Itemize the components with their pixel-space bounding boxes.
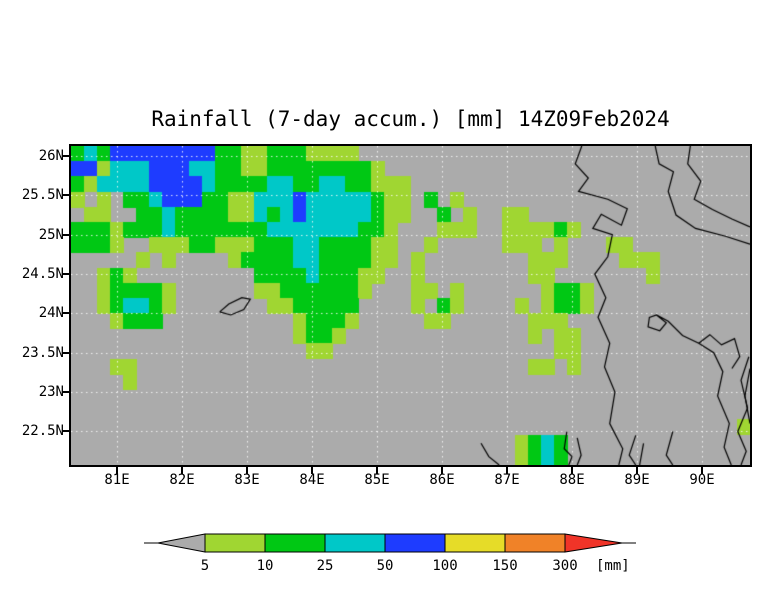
x-axis-tick — [376, 467, 379, 474]
colorbar-level-label: 10 — [257, 558, 274, 574]
y-axis-tick — [62, 430, 69, 433]
colorbar-level-label: 150 — [492, 558, 517, 574]
y-axis-tick-label: 26N — [38, 147, 64, 164]
x-axis-tick-label: 87E — [494, 472, 520, 488]
colorbar-left-arrow — [157, 533, 206, 553]
y-axis-tick — [62, 233, 69, 236]
colorbar-level-label: 300 — [552, 558, 577, 574]
x-axis-tick — [116, 467, 119, 474]
colorbar-level-label: 5 — [201, 558, 209, 574]
x-axis-tick-label: 86E — [429, 472, 455, 488]
x-axis-tick — [571, 467, 574, 474]
x-axis-tick-label: 84E — [299, 472, 325, 488]
y-axis-tick-label: 22.5N — [21, 423, 64, 440]
y-axis-tick-label: 23N — [38, 384, 64, 401]
colorbar-right-arrow — [564, 533, 623, 553]
x-axis-tick — [701, 467, 704, 474]
colorbar-level-label: 100 — [432, 558, 457, 574]
x-axis-tick — [506, 467, 509, 474]
colorbar-legend: 5 10 25 50 100 150 300 [mm] — [144, 533, 636, 574]
x-axis-tick-label: 90E — [689, 472, 715, 488]
y-axis-tick — [62, 273, 69, 276]
y-axis-tick — [62, 194, 69, 197]
colorbar-segment — [204, 533, 266, 553]
colorbar-level-label: 50 — [377, 558, 394, 574]
x-axis-tick — [636, 467, 639, 474]
map-plot-area — [69, 144, 752, 467]
x-axis-tick-label: 81E — [104, 472, 130, 488]
y-axis-tick-label: 23.5N — [21, 344, 64, 361]
colorbar-segment — [384, 533, 446, 553]
colorbar-segment — [504, 533, 566, 553]
x-axis-tick — [311, 467, 314, 474]
y-axis-tick-label: 24.5N — [21, 266, 64, 283]
y-axis-tick-label: 25N — [38, 226, 64, 243]
x-axis-tick — [246, 467, 249, 474]
colorbar-unit-label: [mm] — [596, 558, 630, 574]
chart-title: Rainfall (7-day accum.) [mm] 14Z09Feb202… — [151, 107, 670, 131]
x-axis-tick-label: 89E — [624, 472, 650, 488]
colorbar-segment — [444, 533, 506, 553]
x-axis-tick-label: 88E — [559, 472, 585, 488]
colorbar-segment — [324, 533, 386, 553]
x-axis-tick-label: 85E — [364, 472, 390, 488]
colorbar-segment — [264, 533, 326, 553]
y-axis-tick — [62, 312, 69, 315]
x-axis-tick-label: 82E — [169, 472, 195, 488]
x-axis-tick — [441, 467, 444, 474]
y-axis-tick — [62, 351, 69, 354]
x-axis-tick-label: 83E — [234, 472, 260, 488]
colorbar-level-label: 25 — [317, 558, 334, 574]
y-axis-tick-label: 24N — [38, 305, 64, 322]
rainfall-raster-canvas — [71, 146, 750, 465]
y-axis-tick — [62, 154, 69, 157]
x-axis-tick — [181, 467, 184, 474]
y-axis-tick — [62, 391, 69, 394]
y-axis-tick-label: 25.5N — [21, 187, 64, 204]
